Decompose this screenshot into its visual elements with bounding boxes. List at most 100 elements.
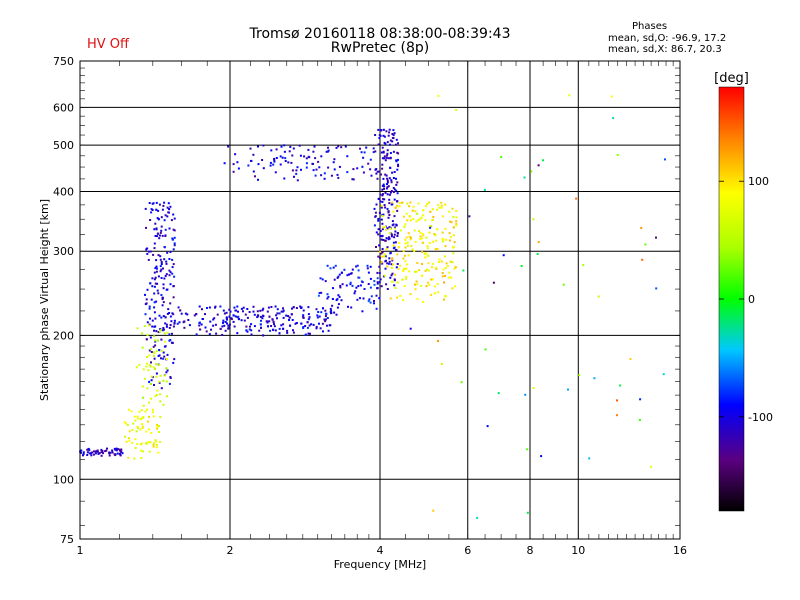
data-point xyxy=(80,449,83,452)
data-point xyxy=(409,327,412,330)
data-point xyxy=(280,145,283,148)
data-point xyxy=(404,246,407,249)
data-point xyxy=(259,323,262,326)
data-point xyxy=(157,275,160,278)
data-point xyxy=(376,170,379,173)
data-point xyxy=(157,292,160,295)
data-point xyxy=(413,229,416,232)
data-point xyxy=(262,144,265,147)
data-point xyxy=(170,219,173,222)
data-point xyxy=(385,156,388,159)
data-point xyxy=(307,313,310,316)
data-point xyxy=(314,157,317,160)
data-point xyxy=(155,363,158,366)
data-point xyxy=(381,248,384,250)
data-point xyxy=(149,383,152,385)
data-point xyxy=(147,441,150,443)
data-point xyxy=(403,267,406,270)
data-point xyxy=(145,226,147,229)
data-point xyxy=(409,201,412,204)
data-point xyxy=(341,271,343,274)
data-point xyxy=(320,291,323,294)
data-point xyxy=(388,232,391,235)
data-point xyxy=(389,191,392,194)
x-tick-label: 2 xyxy=(227,544,234,557)
data-point xyxy=(187,319,190,321)
data-point xyxy=(427,262,430,265)
data-point xyxy=(171,238,174,241)
data-point xyxy=(655,236,657,239)
data-point xyxy=(330,309,333,312)
data-point xyxy=(294,322,297,325)
data-point xyxy=(378,211,381,214)
data-point xyxy=(159,255,162,258)
data-point xyxy=(295,322,298,324)
data-point xyxy=(274,305,277,308)
data-point xyxy=(373,224,376,227)
data-point xyxy=(425,285,428,288)
data-point xyxy=(326,297,329,300)
data-point xyxy=(343,268,346,271)
data-point xyxy=(153,357,156,360)
data-point xyxy=(250,329,253,332)
data-point xyxy=(94,452,97,455)
data-point xyxy=(160,263,163,265)
data-point xyxy=(462,269,465,272)
data-point xyxy=(406,219,409,222)
data-point xyxy=(416,283,419,286)
data-point xyxy=(540,455,543,458)
data-point xyxy=(409,219,412,222)
data-point xyxy=(158,381,161,384)
data-point xyxy=(372,151,375,154)
data-point xyxy=(108,452,111,455)
data-point xyxy=(221,333,224,336)
data-point xyxy=(155,270,158,273)
data-point xyxy=(305,157,308,160)
data-point xyxy=(152,415,155,418)
data-point xyxy=(96,449,99,452)
plot-subtitle: RwPretec (8p) xyxy=(330,40,430,56)
data-point xyxy=(393,233,396,236)
data-point xyxy=(215,332,218,335)
data-point xyxy=(163,328,165,331)
data-point xyxy=(283,150,286,153)
data-point xyxy=(257,178,259,181)
data-point xyxy=(333,278,336,281)
data-point xyxy=(444,294,447,297)
data-point xyxy=(356,264,359,267)
data-point xyxy=(409,293,412,295)
data-point xyxy=(158,203,161,206)
data-point xyxy=(158,425,160,428)
data-point xyxy=(395,138,398,141)
data-point xyxy=(381,157,384,160)
data-point xyxy=(172,263,175,266)
data-point xyxy=(436,228,439,231)
data-point xyxy=(337,294,340,297)
data-point xyxy=(379,235,382,237)
data-point xyxy=(324,280,327,283)
data-point xyxy=(245,325,248,328)
data-point xyxy=(219,327,222,330)
data-point xyxy=(179,309,182,312)
data-point xyxy=(639,398,642,401)
data-point xyxy=(451,261,454,264)
data-point xyxy=(387,262,390,265)
data-point xyxy=(225,317,228,320)
data-point xyxy=(441,215,444,218)
data-point xyxy=(395,183,398,186)
data-point xyxy=(312,163,314,165)
data-point xyxy=(102,452,104,455)
x-tick-label: 10 xyxy=(571,544,585,557)
data-point xyxy=(304,333,307,336)
data-point xyxy=(421,263,423,265)
data-point xyxy=(156,427,159,430)
data-point xyxy=(384,226,387,228)
data-point xyxy=(302,309,305,312)
data-point xyxy=(209,320,212,323)
data-point xyxy=(388,193,391,196)
data-point xyxy=(139,443,142,446)
data-point xyxy=(163,258,166,261)
data-point xyxy=(88,449,91,452)
data-point xyxy=(164,374,167,377)
data-point xyxy=(309,332,311,335)
